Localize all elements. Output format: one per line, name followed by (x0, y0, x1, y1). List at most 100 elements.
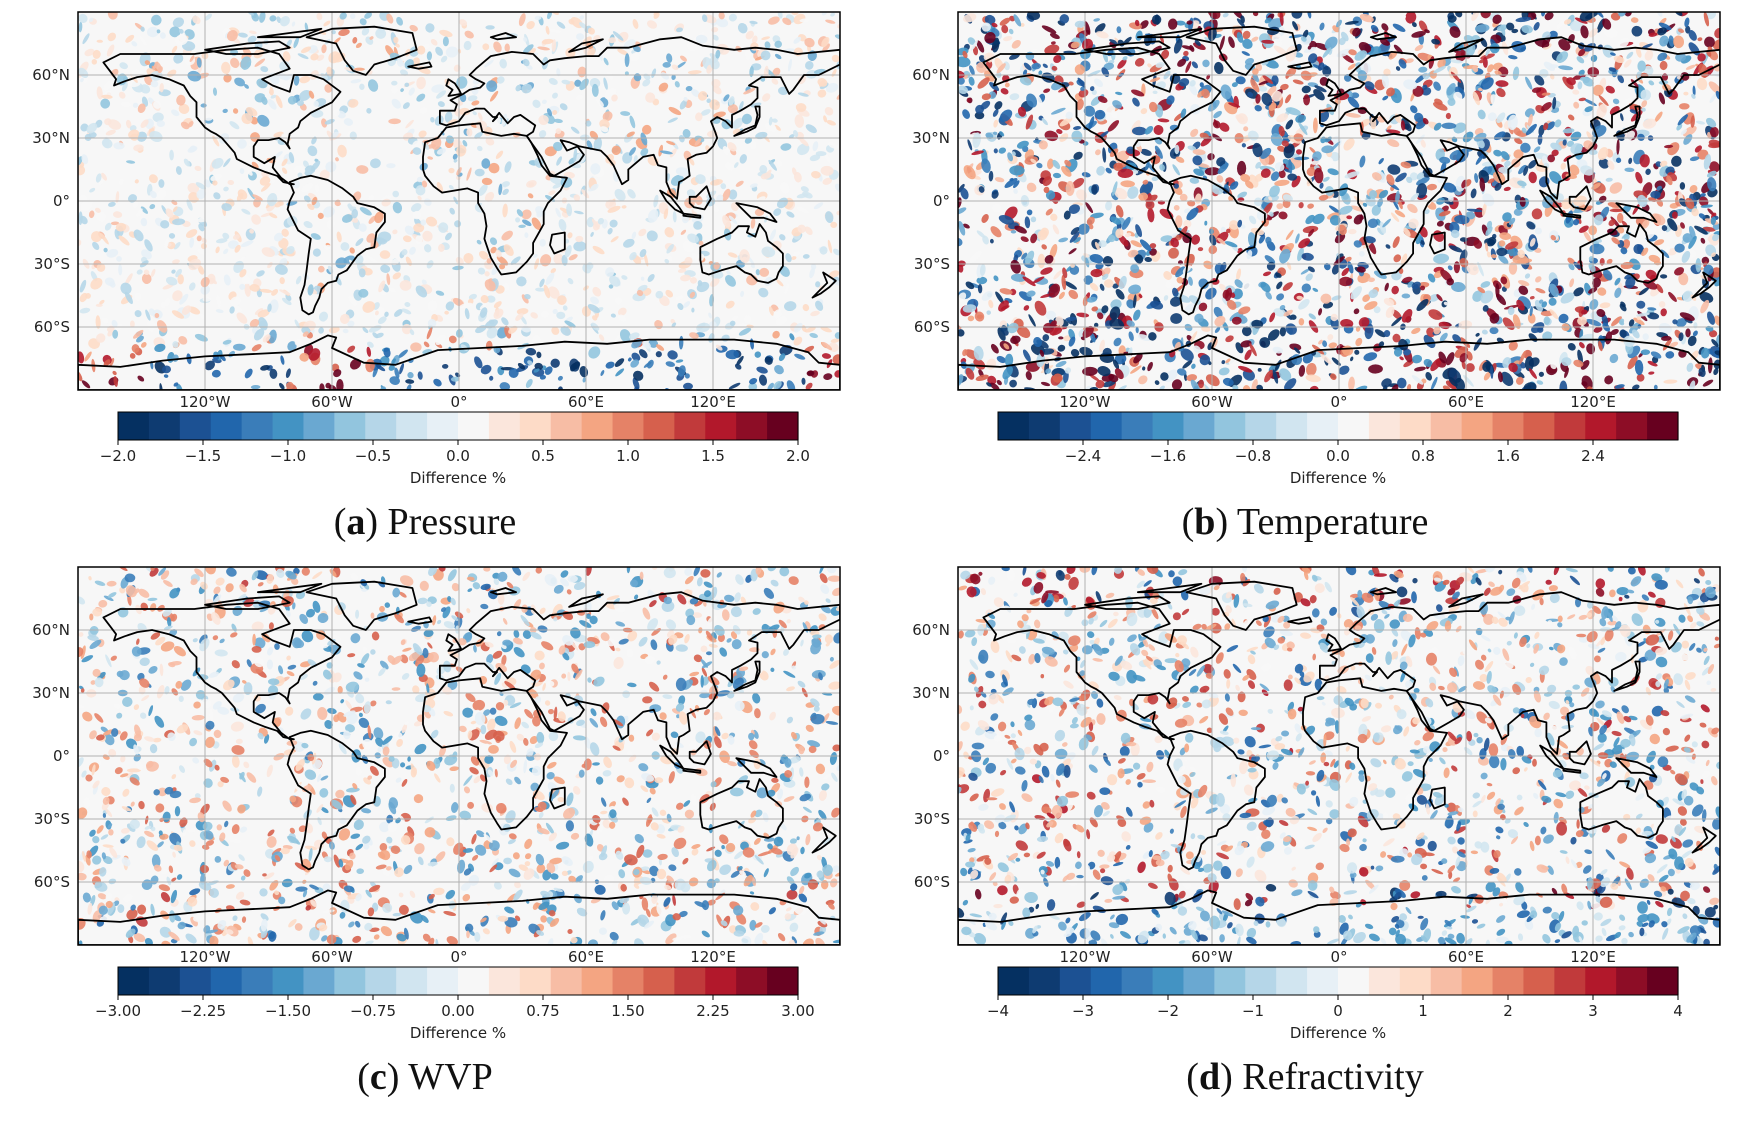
coastline (688, 185, 712, 211)
coastline (1084, 595, 1171, 610)
map-frame (77, 566, 841, 946)
colorbar-segment (581, 967, 614, 995)
lat-tick-label: 30°N (912, 129, 950, 147)
colorbar-segment (1090, 412, 1123, 440)
colorbar-segment (612, 967, 645, 995)
coastlines (958, 580, 1720, 945)
gridlines (78, 567, 840, 945)
colorbar-segment (1461, 967, 1494, 995)
colorbar-segment (705, 412, 737, 440)
lat-tick-label: 30°S (914, 255, 950, 273)
colorbar-tick-label: −1.0 (270, 447, 306, 465)
colorbar-segment (1492, 412, 1525, 440)
colorbar-segment (736, 967, 768, 995)
coastline (489, 32, 517, 41)
coastline (1615, 757, 1658, 778)
caption-temperature: (b) Temperature (1181, 501, 1429, 543)
colorbar-segment (1368, 967, 1401, 995)
colorbar-tick-label: −0.8 (1235, 447, 1271, 465)
coastline (733, 105, 761, 137)
colorbar-segment (1090, 967, 1123, 995)
colorbar-segment (458, 967, 490, 995)
colorbar-tick-label: −1.5 (185, 447, 221, 465)
colorbar-segment (303, 412, 335, 440)
colorbar-segment (210, 967, 243, 995)
colorbar-segment (519, 967, 552, 995)
colorbar-tick-label: −0.75 (350, 1002, 396, 1020)
lon-tick-label: 60°W (1191, 393, 1233, 411)
coastline (257, 582, 323, 594)
lon-tick-label: 0° (450, 948, 467, 966)
colorbar-tick-label: −2.4 (1065, 447, 1101, 465)
colorbar-segment (334, 412, 366, 440)
colorbar-segment (272, 967, 305, 995)
colorbar-segment (1647, 412, 1679, 440)
colorbar-segment (334, 967, 366, 995)
colorbar-segment (1554, 412, 1586, 440)
lon-tick-label: 120°E (690, 948, 736, 966)
colorbar-segment (1028, 412, 1061, 440)
colorbar-segment (1059, 412, 1092, 440)
colorbar-segment (1461, 412, 1494, 440)
lat-tick-label: 30°S (34, 810, 70, 828)
colorbar-tick-label: 0 (1333, 1002, 1343, 1020)
colorbar-segment (365, 967, 397, 995)
colorbar-segment (241, 412, 274, 440)
gridlines (78, 12, 840, 390)
colorbar: −2.4 −1.6 −0.8 0.0 0.8 1.6 2.4 Difference % (997, 411, 1679, 487)
coastline (1287, 61, 1313, 70)
colorbar-segment (1338, 967, 1370, 995)
coastline (568, 593, 604, 608)
lat-tick-label: 60°S (914, 318, 950, 336)
colorbar-segment (1152, 412, 1185, 440)
colorbar-tick-label: 2.25 (696, 1002, 729, 1020)
coastline (1137, 582, 1203, 594)
colorbar-segment (1245, 412, 1277, 440)
colorbar-segment (303, 967, 335, 995)
colorbar-tick-label: −1 (1242, 1002, 1264, 1020)
lat-tick-label: 30°N (32, 129, 70, 147)
colorbar-tick-label: 1.5 (701, 447, 725, 465)
coastline (1691, 826, 1717, 854)
colorbar-tick-label: 0.5 (531, 447, 555, 465)
coastline (688, 740, 712, 766)
lon-tick-label: 60°E (1448, 393, 1484, 411)
coastline (735, 202, 778, 223)
lon-tick-label: 60°E (1448, 948, 1484, 966)
coastline (699, 223, 784, 284)
coastline (422, 677, 568, 831)
colorbar-tick-label: 1.0 (616, 447, 640, 465)
colorbar-tick-label: 2.4 (1581, 447, 1605, 465)
panel-wvp: 60°N 30°N 0° 30°S 60°S 120°W 60°W 0° 60°E 120°E −3… (0, 555, 850, 1098)
coastline (1185, 25, 1298, 76)
colorbar-segment (1059, 967, 1092, 995)
lon-tick-label: 120°W (180, 948, 231, 966)
gridlines (958, 12, 1720, 390)
coastline (1568, 740, 1592, 766)
colorbar-tick-label: −3 (1072, 1002, 1094, 1020)
coastline (1369, 587, 1397, 596)
caption-title: Pressure (387, 501, 517, 543)
coastline (445, 633, 462, 652)
coastline (1448, 38, 1484, 53)
caption-title: WVP (408, 1056, 493, 1098)
coastline (958, 889, 1720, 945)
colorbar-segment (1523, 412, 1555, 440)
caption-letter: c (369, 1056, 387, 1098)
colorbar-segment (1399, 967, 1432, 995)
colorbar-segment (1616, 967, 1648, 995)
colorbar-segment (1430, 412, 1463, 440)
coastline (811, 826, 837, 854)
colorbar: −4 −3 −2 −1 0 1 2 3 4 Difference % (987, 966, 1683, 1042)
coastline (305, 25, 418, 76)
colorbar-segment (550, 967, 583, 995)
colorbar-tick-label: 0.0 (1326, 447, 1350, 465)
colorbar-segment (581, 412, 614, 440)
colorbar-tick-label: 3 (1588, 1002, 1598, 1020)
colorbar-segment (1523, 967, 1555, 995)
colorbar-segment (148, 967, 181, 995)
coastline (1287, 616, 1313, 625)
map-frame (957, 566, 1721, 946)
